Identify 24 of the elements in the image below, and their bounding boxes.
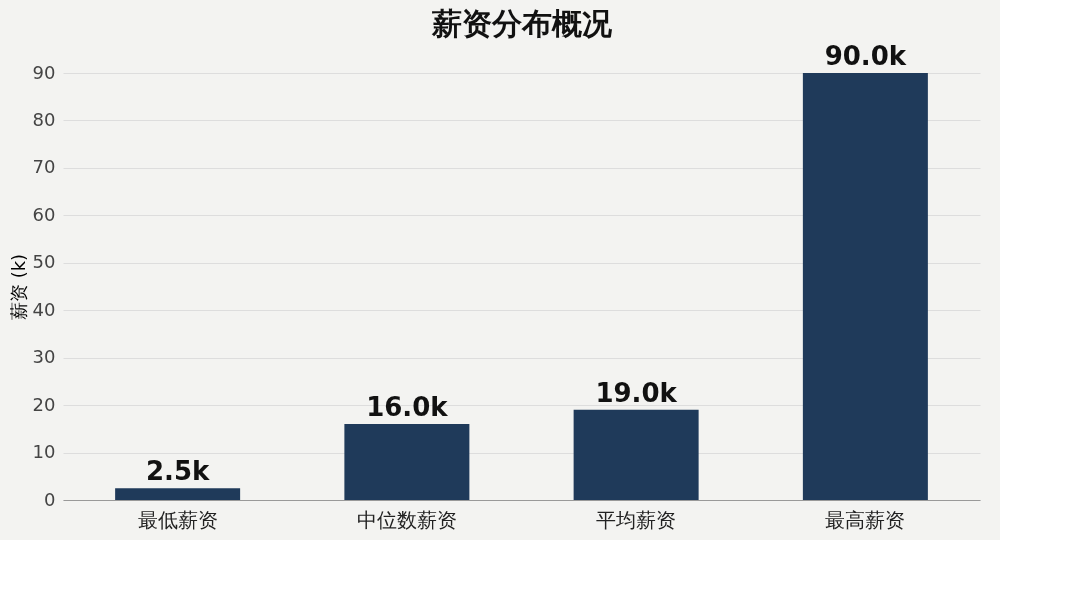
y-axis-title: 薪资 (k) [7,253,29,321]
bar [115,488,241,500]
y-tick-label: 70 [32,156,56,178]
data-label: 16.0k [366,392,449,423]
y-tick-label: 50 [32,251,56,273]
y-tick-label: 20 [32,393,56,415]
data-label: 90.0k [824,41,907,71]
y-tick-label: 30 [32,346,56,368]
bar [573,409,699,500]
data-label: 19.0k [595,377,678,408]
y-tick-label: 0 [44,488,56,510]
y-tick-label: 10 [32,441,56,463]
data-label: 2.5k [145,456,210,487]
x-tick-label: 最高薪资 [825,507,906,532]
y-tick-label: 60 [32,203,56,225]
x-tick-label: 最低薪资 [137,507,218,532]
x-tick-label: 中位数薪资 [356,507,457,532]
y-tick-label: 40 [32,298,56,320]
x-tick-label: 平均薪资 [596,507,677,532]
chart-title: 薪资分布概况 [430,6,613,41]
bar [344,424,470,500]
y-tick-label: 90 [32,61,56,83]
y-tick-label: 80 [32,108,56,130]
bar [802,73,928,500]
